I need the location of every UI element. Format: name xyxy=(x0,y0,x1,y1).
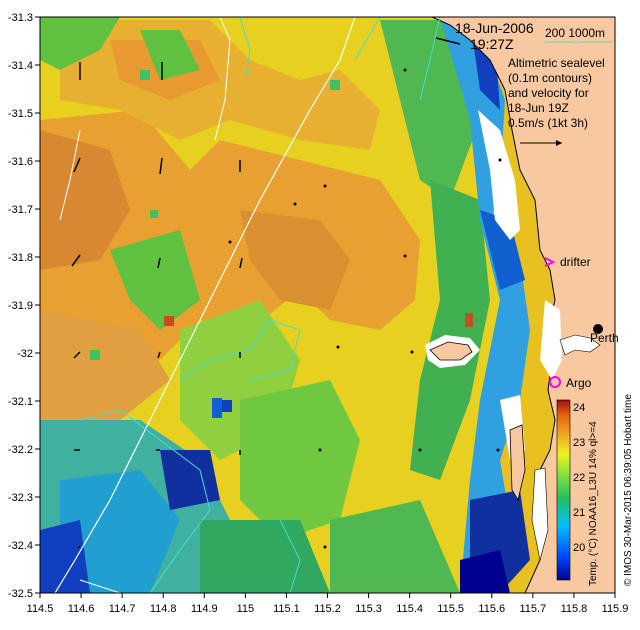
argo-marker xyxy=(549,376,561,388)
velocity-arrows xyxy=(71,62,243,548)
colorbar-ticks: 24 23 22 21 20 xyxy=(573,402,585,554)
legend-line-4: 18-Jun 19Z xyxy=(508,101,569,115)
y-tick-label: -32.3 xyxy=(8,492,33,504)
x-tick-label: 114.5 xyxy=(27,603,54,615)
isobath-200m-b xyxy=(179,17,301,381)
y-tick-label: -31.6 xyxy=(8,156,33,168)
colorbar-tick-label: 24 xyxy=(573,402,585,414)
legend-line-5: 0.5m/s (1kt 3h) xyxy=(508,116,588,130)
x-axis: 114.5 114.6 114.7 114.8 114.9 115 115.1 115.2 11… xyxy=(27,593,629,615)
colorbar-tick-label: 21 xyxy=(573,507,585,519)
x-tick-label: 114.6 xyxy=(68,603,95,615)
sst-field xyxy=(40,17,615,593)
x-tick-label: 115.9 xyxy=(602,603,629,615)
x-tick-label: 114.8 xyxy=(150,603,177,615)
y-tick-label: -32.2 xyxy=(8,444,33,456)
perth-label: Perth xyxy=(590,331,619,345)
y-tick-label: -32 xyxy=(17,348,33,360)
x-tick-label: 115.2 xyxy=(314,603,341,615)
x-tick-label: 115.3 xyxy=(355,603,382,615)
drifter-marker-icon xyxy=(544,257,556,267)
y-tick-label: -31.7 xyxy=(8,204,33,216)
x-tick-label: 115.5 xyxy=(437,603,464,615)
x-tick-label: 115.6 xyxy=(478,603,505,615)
isobath-white-4 xyxy=(79,579,121,593)
drifter-label: drifter xyxy=(560,255,591,269)
isobath-200m-d xyxy=(279,519,301,593)
isobath-200m-a xyxy=(354,17,441,101)
time-label: 19:27Z xyxy=(470,36,514,52)
argo-label: Argo xyxy=(566,376,592,390)
credit-label: © IMOS 30-Mar-2015 06:39:05 Hobart time xyxy=(623,394,634,586)
peel-inlet xyxy=(531,467,549,561)
x-tick-label: 115.7 xyxy=(519,603,546,615)
isobath-white-3 xyxy=(59,129,81,221)
garden-island xyxy=(509,424,526,502)
time-pointer xyxy=(435,37,461,45)
colorbar-tick-label: 22 xyxy=(573,472,585,484)
legend-line-2: (0.1m contours) xyxy=(508,71,592,85)
y-tick-label: -31.8 xyxy=(8,252,33,264)
x-tick-label: 114.9 xyxy=(191,603,218,615)
swan-river xyxy=(559,334,601,356)
isobath-white-2 xyxy=(214,17,231,141)
isobath-1000m xyxy=(54,17,356,593)
x-tick-label: 115.8 xyxy=(561,603,588,615)
y-tick-label: -32.1 xyxy=(8,396,33,408)
y-tick-label: -31.4 xyxy=(8,60,33,72)
y-tick-label: -32.4 xyxy=(8,540,33,552)
legend-line-3: and velocity for xyxy=(508,86,589,100)
y-tick-label: -31.9 xyxy=(8,300,33,312)
perth-marker xyxy=(593,324,603,334)
legend-line-1: Altimetric sealevel xyxy=(508,56,605,70)
colorbar-title: Temp. (°C) NOAA16_L3U 14% ql>=4 xyxy=(588,421,599,586)
y-tick-label: -32.5 xyxy=(8,588,33,600)
velocity-dots xyxy=(228,68,502,549)
x-tick-label: 115.4 xyxy=(396,603,423,615)
rottnest-island xyxy=(429,341,473,361)
isobath-label: 200 1000m xyxy=(545,26,605,40)
y-tick-label: -31.3 xyxy=(8,12,33,24)
x-tick-label: 114.7 xyxy=(109,603,136,615)
y-axis: -31.3 -31.4 -31.5 -31.6 -31.7 -31.8 -31.9 -32 -3… xyxy=(8,12,40,600)
x-tick-label: 115 xyxy=(237,603,255,615)
date-label: 18-Jun-2006 xyxy=(455,20,534,36)
y-tick-label: -31.5 xyxy=(8,108,33,120)
colorbar-tick-label: 20 xyxy=(573,542,585,554)
scale-arrowhead-icon xyxy=(556,140,562,146)
colorbar xyxy=(556,399,571,581)
isobath-200m-c xyxy=(79,409,211,593)
x-tick-label: 115.1 xyxy=(273,603,300,615)
colorbar-tick-label: 23 xyxy=(573,437,585,449)
